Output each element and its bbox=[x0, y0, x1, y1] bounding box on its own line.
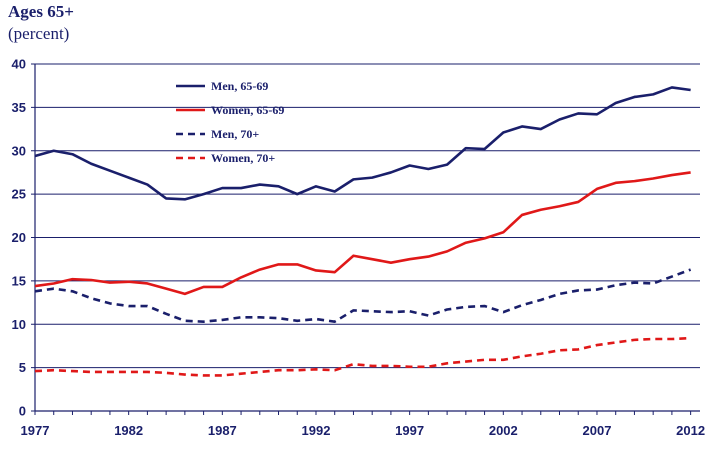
legend-label: Men, 65-69 bbox=[211, 79, 268, 93]
chart-title: Ages 65+ bbox=[8, 2, 74, 21]
y-tick-label: 15 bbox=[12, 273, 26, 288]
x-tick-label: 1992 bbox=[302, 423, 331, 438]
legend: Men, 65-69 Women, 65-69 Men, 70+ Women, 70+ bbox=[176, 79, 284, 165]
chart-subtitle: (percent) bbox=[8, 24, 70, 43]
series-line-women-70 bbox=[34, 336, 691, 377]
axes: 0 5 10 15 20 25 30 35 40 1977 1982 1987 1992 1997 2002… bbox=[12, 57, 706, 439]
series-lines bbox=[34, 86, 692, 377]
x-tick-label: 1977 bbox=[21, 423, 50, 438]
legend-label: Women, 70+ bbox=[211, 151, 275, 165]
grid-lines bbox=[35, 63, 700, 369]
x-tick-label: 1982 bbox=[114, 423, 143, 438]
y-tick-label: 30 bbox=[12, 143, 26, 158]
x-tick-label: 2012 bbox=[676, 423, 705, 438]
y-tick-label: 5 bbox=[19, 360, 26, 375]
series-line-men-70 bbox=[34, 268, 692, 323]
y-tick-label: 40 bbox=[12, 57, 26, 72]
legend-label: Women, 65-69 bbox=[211, 103, 284, 117]
y-tick-label: 10 bbox=[12, 317, 26, 332]
y-tick-label: 35 bbox=[12, 100, 26, 115]
y-tick-label: 25 bbox=[12, 187, 26, 202]
y-tick-label: 20 bbox=[12, 230, 26, 245]
x-tick-label: 1997 bbox=[395, 423, 424, 438]
x-tick-label: 2007 bbox=[583, 423, 612, 438]
y-tick-label: 0 bbox=[19, 404, 26, 419]
series-line-women-65-69 bbox=[34, 171, 691, 296]
x-tick-label: 2002 bbox=[489, 423, 518, 438]
legend-label: Men, 70+ bbox=[211, 127, 259, 141]
series-line-men-65-69 bbox=[34, 86, 691, 201]
x-tick-label: 1987 bbox=[208, 423, 237, 438]
